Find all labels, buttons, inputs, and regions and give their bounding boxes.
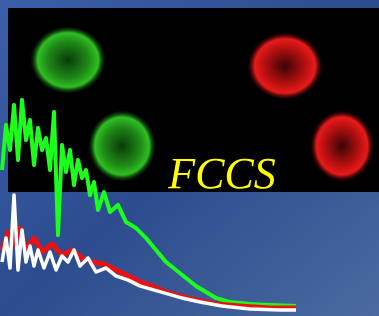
- label: FCCS: [167, 149, 276, 198]
- scene: FCCS: [0, 0, 379, 316]
- page: FCCS (() => { const data = JSON.parse(do…: [0, 0, 379, 316]
- green-cell: [30, 26, 106, 94]
- red-cell: [247, 32, 323, 100]
- red-cell: [310, 110, 374, 182]
- green-cell: [88, 110, 156, 182]
